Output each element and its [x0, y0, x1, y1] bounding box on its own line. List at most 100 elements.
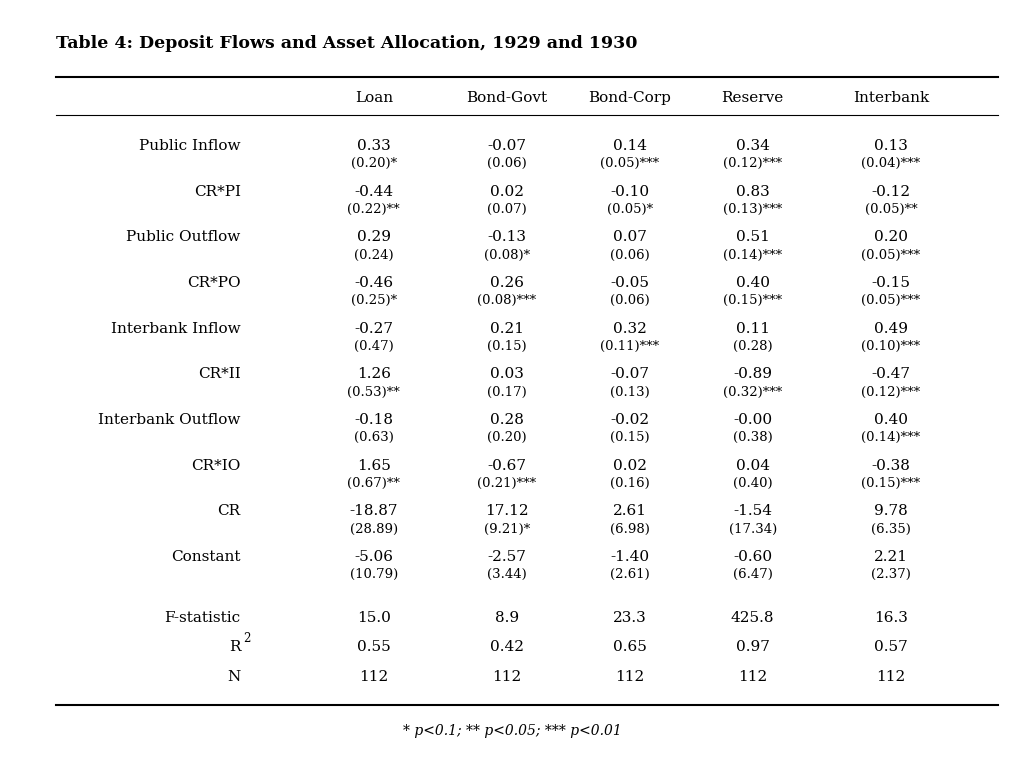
Text: 0.83: 0.83 [736, 184, 769, 199]
Text: -1.54: -1.54 [733, 505, 772, 518]
Text: (0.20)*: (0.20)* [350, 157, 397, 170]
Text: (0.15): (0.15) [487, 340, 526, 353]
Text: (9.21)*: (9.21)* [483, 523, 530, 535]
Text: Interbank: Interbank [853, 91, 929, 105]
Text: N: N [227, 670, 241, 684]
Text: 9.78: 9.78 [874, 505, 907, 518]
Text: 0.13: 0.13 [873, 139, 908, 153]
Text: * p<0.1; ** p<0.05; *** p<0.01: * p<0.1; ** p<0.05; *** p<0.01 [402, 724, 622, 738]
Text: (0.14)***: (0.14)*** [861, 432, 921, 444]
Text: 8.9: 8.9 [495, 611, 519, 625]
Text: 2.21: 2.21 [873, 550, 908, 564]
Text: 0.42: 0.42 [489, 641, 524, 654]
Text: CR*IO: CR*IO [191, 458, 241, 473]
Text: 16.3: 16.3 [873, 611, 908, 625]
Text: (0.13)***: (0.13)*** [723, 203, 782, 216]
Text: 0.26: 0.26 [489, 276, 524, 290]
Text: (0.06): (0.06) [610, 294, 649, 307]
Text: 0.14: 0.14 [612, 139, 647, 153]
Text: 2: 2 [243, 632, 250, 644]
Text: 0.07: 0.07 [612, 230, 647, 244]
Text: Table 4: Deposit Flows and Asset Allocation, 1929 and 1930: Table 4: Deposit Flows and Asset Allocat… [56, 35, 638, 51]
Text: Bond-Govt: Bond-Govt [466, 91, 548, 105]
Text: -2.57: -2.57 [487, 550, 526, 564]
Text: 112: 112 [738, 670, 767, 684]
Text: 0.55: 0.55 [357, 641, 390, 654]
Text: 0.65: 0.65 [612, 641, 647, 654]
Text: (0.06): (0.06) [610, 249, 649, 261]
Text: Public Inflow: Public Inflow [139, 139, 241, 153]
Text: (6.35): (6.35) [871, 523, 910, 535]
Text: Constant: Constant [171, 550, 241, 564]
Text: (0.15)***: (0.15)*** [723, 294, 782, 307]
Text: (0.38): (0.38) [733, 432, 772, 444]
Text: 0.57: 0.57 [874, 641, 907, 654]
Text: Reserve: Reserve [722, 91, 783, 105]
Text: Interbank Inflow: Interbank Inflow [111, 322, 241, 336]
Text: CR: CR [217, 505, 241, 518]
Text: (6.47): (6.47) [733, 568, 772, 581]
Text: -0.44: -0.44 [354, 184, 393, 199]
Text: (28.89): (28.89) [350, 523, 397, 535]
Text: (6.98): (6.98) [610, 523, 649, 535]
Text: 0.51: 0.51 [735, 230, 770, 244]
Text: 0.20: 0.20 [873, 230, 908, 244]
Text: (0.10)***: (0.10)*** [861, 340, 921, 353]
Text: 0.02: 0.02 [489, 184, 524, 199]
Text: (0.20): (0.20) [487, 432, 526, 444]
Text: -0.15: -0.15 [871, 276, 910, 290]
Text: CR*II: CR*II [198, 367, 241, 382]
Text: 15.0: 15.0 [356, 611, 391, 625]
Text: Bond-Corp: Bond-Corp [589, 91, 671, 105]
Text: (3.44): (3.44) [487, 568, 526, 581]
Text: (0.21)***: (0.21)*** [477, 477, 537, 490]
Text: 112: 112 [493, 670, 521, 684]
Text: 0.28: 0.28 [489, 413, 524, 427]
Text: 17.12: 17.12 [485, 505, 528, 518]
Text: (0.08)***: (0.08)*** [477, 294, 537, 307]
Text: (0.13): (0.13) [610, 386, 649, 399]
Text: 0.40: 0.40 [873, 413, 908, 427]
Text: (0.53)**: (0.53)** [347, 386, 400, 399]
Text: (0.67)**: (0.67)** [347, 477, 400, 490]
Text: -5.06: -5.06 [354, 550, 393, 564]
Text: -0.10: -0.10 [610, 184, 649, 199]
Text: (0.32)***: (0.32)*** [723, 386, 782, 399]
Text: (2.61): (2.61) [610, 568, 649, 581]
Text: 0.04: 0.04 [735, 458, 770, 473]
Text: (0.28): (0.28) [733, 340, 772, 353]
Text: Interbank Outflow: Interbank Outflow [98, 413, 241, 427]
Text: (0.15): (0.15) [610, 432, 649, 444]
Text: (0.08)*: (0.08)* [483, 249, 530, 261]
Text: -0.46: -0.46 [354, 276, 393, 290]
Text: -0.07: -0.07 [487, 139, 526, 153]
Text: -0.67: -0.67 [487, 458, 526, 473]
Text: -0.38: -0.38 [871, 458, 910, 473]
Text: 0.11: 0.11 [735, 322, 770, 336]
Text: 0.03: 0.03 [489, 367, 524, 382]
Text: -0.05: -0.05 [610, 276, 649, 290]
Text: 0.33: 0.33 [357, 139, 390, 153]
Text: -18.87: -18.87 [349, 505, 398, 518]
Text: (0.05)***: (0.05)*** [861, 294, 921, 307]
Text: CR*PI: CR*PI [194, 184, 241, 199]
Text: 0.32: 0.32 [612, 322, 647, 336]
Text: -0.07: -0.07 [610, 367, 649, 382]
Text: 23.3: 23.3 [613, 611, 646, 625]
Text: (0.15)***: (0.15)*** [861, 477, 921, 490]
Text: (0.40): (0.40) [733, 477, 772, 490]
Text: 0.21: 0.21 [489, 322, 524, 336]
Text: (0.12)***: (0.12)*** [723, 157, 782, 170]
Text: CR*PO: CR*PO [187, 276, 241, 290]
Text: -0.60: -0.60 [733, 550, 772, 564]
Text: (0.24): (0.24) [354, 249, 393, 261]
Text: -0.13: -0.13 [487, 230, 526, 244]
Text: (10.79): (10.79) [349, 568, 398, 581]
Text: 2.61: 2.61 [612, 505, 647, 518]
Text: (0.12)***: (0.12)*** [861, 386, 921, 399]
Text: 112: 112 [359, 670, 388, 684]
Text: (0.07): (0.07) [487, 203, 526, 216]
Text: (0.14)***: (0.14)*** [723, 249, 782, 261]
Text: (0.05)***: (0.05)*** [600, 157, 659, 170]
Text: (0.25)*: (0.25)* [350, 294, 397, 307]
